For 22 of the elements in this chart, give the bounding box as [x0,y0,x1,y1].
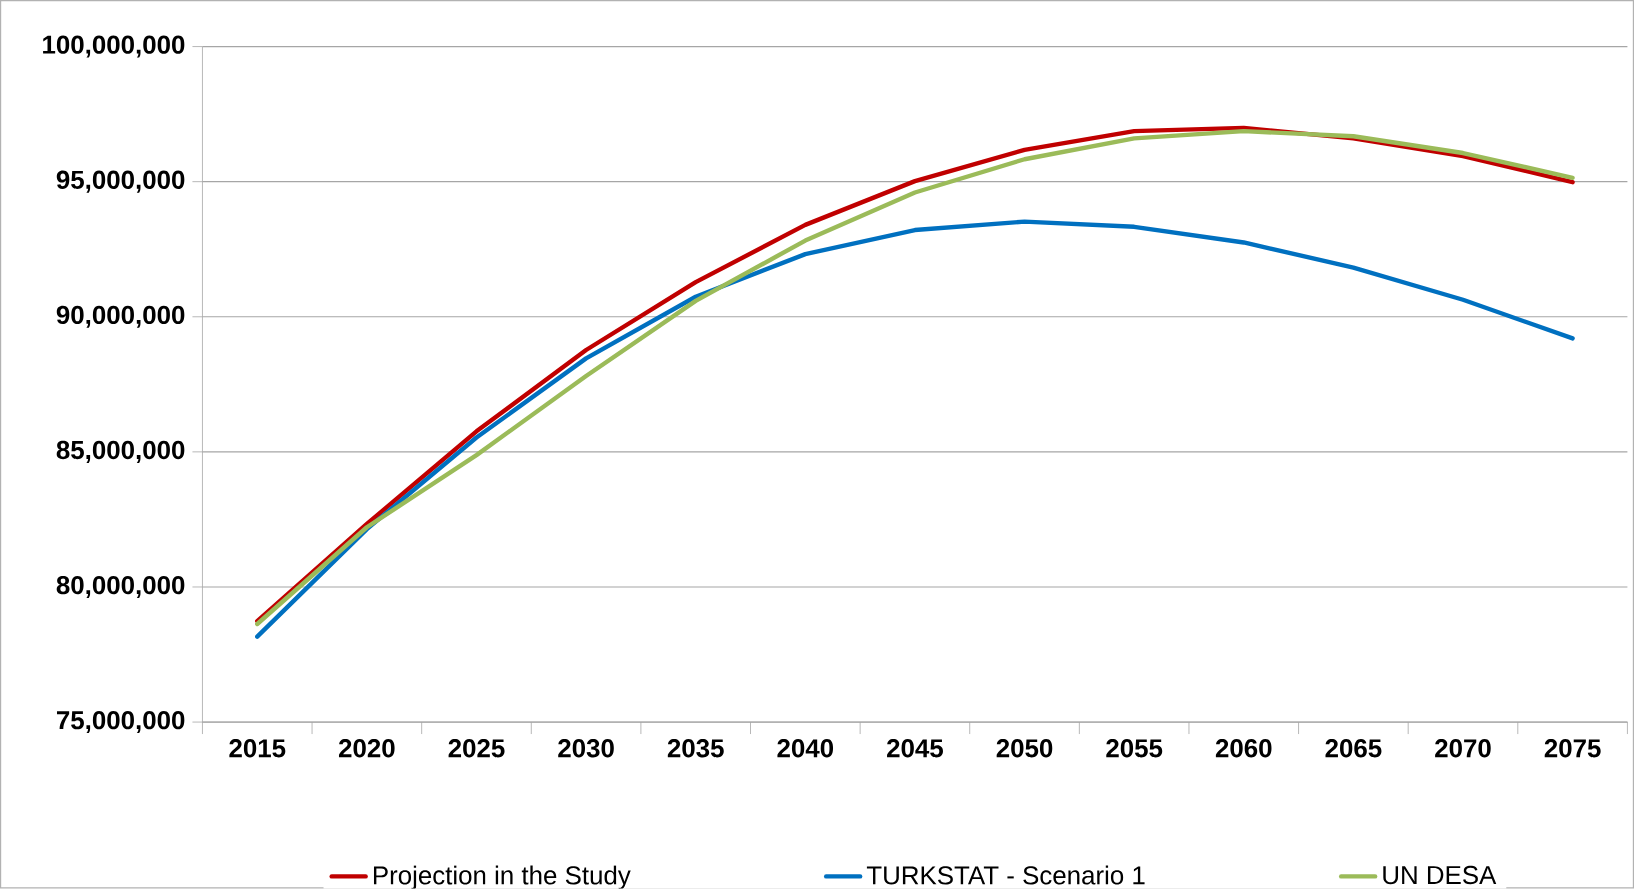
y-tick-label: 90,000,000 [56,305,185,329]
x-tick-label: 2060 [1215,739,1272,758]
x-tick-label: 2040 [777,739,834,758]
x-tick-label: 2030 [558,739,614,758]
y-tick-label: 80,000,000 [56,576,185,599]
line-series [255,219,1575,640]
x-tick-label: 2075 [1544,739,1601,758]
x-tick-label: 2020 [338,739,395,758]
x-tick-label: 2025 [448,739,505,758]
x-tick-label: 2065 [1325,739,1382,758]
y-tick-label: 75,000,000 [57,711,185,734]
y-tick-label: 85,000,000 [56,441,185,464]
x-tick-label: 2050 [996,739,1053,758]
legend-label: TURKSTAT - Scenario 1 [866,865,1145,885]
x-tick-label: 2055 [1106,739,1163,758]
x-tick-label: 2015 [229,739,286,758]
x-tick-label: 2070 [1435,739,1491,758]
y-tick-label: 100,000,000 [43,35,185,58]
x-tick-label: 2045 [887,739,943,758]
legend-label: UN DESA [1383,866,1497,885]
y-tick-label: 95,000,000 [56,170,185,193]
x-tick-label: 2035 [667,739,724,758]
